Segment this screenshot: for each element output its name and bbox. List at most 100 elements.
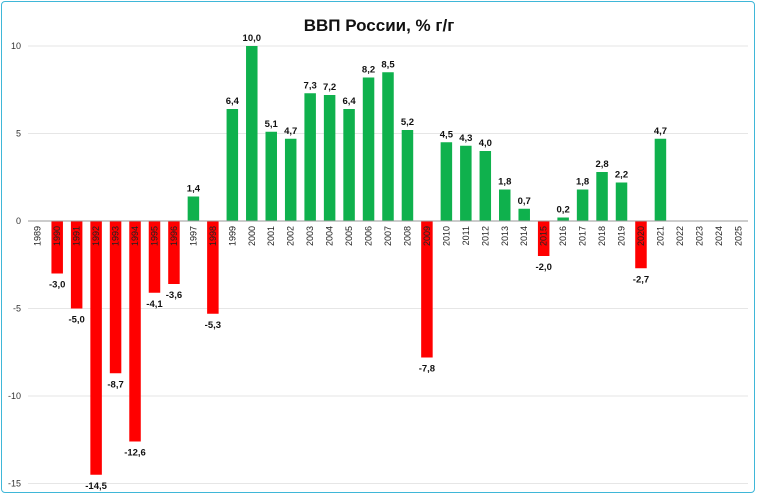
x-tick-label: 1997 [188, 226, 198, 246]
data-label: -2,7 [633, 274, 649, 285]
bar [479, 151, 492, 221]
data-label: 4,5 [440, 129, 454, 140]
bar [421, 221, 433, 358]
x-tick-label: 2014 [519, 226, 529, 246]
data-label: -7,8 [419, 364, 435, 375]
bar [265, 131, 277, 221]
x-tick-label: 2016 [558, 226, 568, 246]
x-tick-label: 2020 [636, 226, 646, 246]
bar [440, 142, 453, 221]
bar [343, 109, 355, 221]
x-tick-label: 1999 [227, 226, 237, 246]
x-tick-label: 1989 [33, 226, 43, 246]
data-label: 0,2 [557, 205, 570, 216]
x-tick-label: 2015 [539, 226, 549, 246]
data-label: 8,2 [362, 65, 375, 76]
data-label: 5,2 [401, 117, 414, 128]
data-label: -5,3 [205, 320, 221, 331]
x-tick-label: 2002 [286, 226, 296, 246]
x-tick-label: 2004 [325, 226, 335, 246]
bar [51, 221, 63, 274]
bar [596, 172, 608, 221]
bar [70, 221, 83, 309]
y-tick-label: -15 [8, 479, 21, 489]
data-label: 1,4 [187, 184, 201, 195]
x-tick-label: 2006 [364, 226, 374, 246]
y-tick-label: 0 [16, 216, 21, 226]
data-label: -8,7 [107, 379, 123, 390]
data-label: 2,2 [615, 170, 628, 181]
x-tick-label: 2008 [402, 226, 412, 246]
data-label: 8,5 [381, 59, 395, 70]
data-label: -3,6 [166, 290, 182, 301]
x-tick-label: 2001 [266, 226, 276, 246]
data-labels: -3,0 -5,0 -14,5 -8,7 -12,6 -4,1-3,6 1,4 -5,3 6,4… [49, 33, 667, 492]
x-tick-label: 2003 [305, 226, 315, 246]
bar [615, 182, 628, 221]
bars [51, 46, 667, 475]
x-tick-label: 2007 [383, 226, 393, 246]
bar [207, 221, 219, 314]
bar [168, 221, 180, 284]
y-tick-label: 10 [11, 41, 21, 51]
x-tick-label: 1995 [149, 226, 159, 246]
data-label: -2,0 [535, 262, 551, 273]
bar [226, 109, 239, 221]
data-label: 5,1 [265, 119, 279, 130]
x-tick-label: 2023 [694, 226, 704, 246]
data-label: 6,4 [226, 96, 240, 107]
data-label: 7,2 [323, 82, 336, 93]
data-label: 4,3 [459, 133, 472, 144]
y-tick-label: 5 [16, 129, 21, 139]
data-label: 2,8 [595, 159, 608, 170]
x-tick-label: 2018 [597, 226, 607, 246]
bar [382, 72, 394, 221]
bar [401, 130, 414, 221]
x-tick-label: 2021 [655, 226, 665, 246]
bar [576, 189, 589, 221]
x-tick-label: 1996 [169, 226, 179, 246]
x-axis: 1989 1990 1991 1992 1993 1994 1995 1996 1997 1998… [33, 226, 744, 246]
data-label: 4,0 [479, 138, 492, 149]
data-label: 6,4 [342, 96, 356, 107]
x-tick-label: 1993 [111, 226, 121, 246]
x-tick-label: 2022 [675, 226, 685, 246]
bar [499, 189, 511, 221]
data-label: 0,7 [518, 196, 531, 207]
data-label: 1,8 [576, 177, 589, 188]
bar [460, 145, 472, 221]
data-label: -3,0 [49, 280, 65, 291]
bar [284, 138, 297, 221]
x-tick-label: 1992 [91, 226, 101, 246]
x-tick-label: 2011 [461, 226, 471, 245]
data-label: -5,0 [68, 315, 84, 326]
x-tick-label: 2010 [441, 226, 451, 246]
bar [246, 46, 258, 221]
bar [323, 95, 336, 221]
x-tick-label: 2013 [500, 226, 510, 246]
x-tick-label: 2012 [480, 226, 490, 246]
x-tick-label: 2005 [344, 226, 354, 246]
x-tick-label: 1991 [72, 226, 82, 246]
x-tick-label: 2025 [733, 226, 743, 246]
bar [537, 221, 550, 256]
x-tick-label: 2017 [578, 226, 588, 246]
bar [518, 208, 530, 221]
x-tick-label: 1998 [208, 226, 218, 246]
bar [129, 221, 141, 442]
data-label: -14,5 [85, 481, 107, 492]
bar [304, 93, 316, 221]
bar [148, 221, 161, 293]
bar [362, 77, 375, 221]
y-tick-label: -10 [8, 391, 21, 401]
data-label: -12,6 [124, 448, 146, 459]
x-tick-label: 2009 [422, 226, 432, 246]
bar [109, 221, 122, 374]
data-label: 4,7 [284, 126, 297, 137]
bar [654, 138, 667, 221]
y-tick-label: -5 [13, 304, 21, 314]
data-label: 7,3 [304, 80, 317, 91]
bar [90, 221, 102, 475]
